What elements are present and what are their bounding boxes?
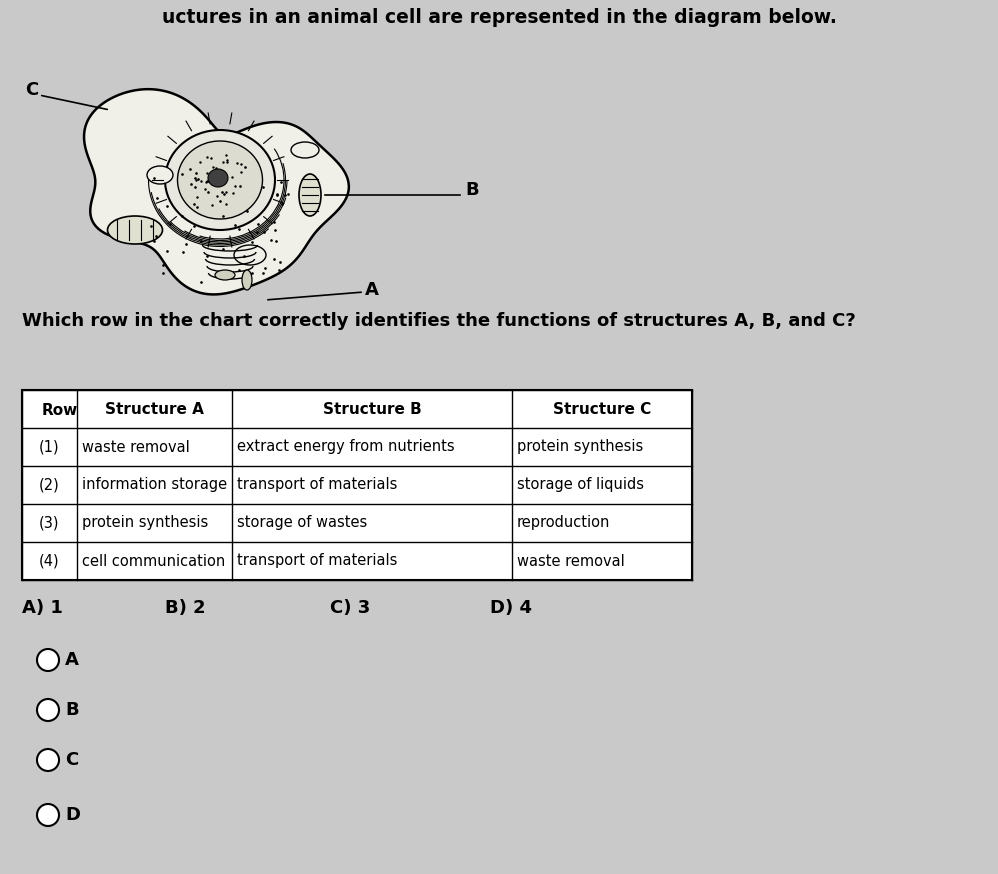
Text: B: B [65,701,79,719]
Ellipse shape [215,270,235,280]
Text: Row: Row [42,404,78,419]
Circle shape [37,749,59,771]
Text: C) 3: C) 3 [330,599,370,617]
Ellipse shape [108,216,163,244]
Bar [22,390,692,580]
Text: A) 1: A) 1 [22,599,63,617]
Text: (1): (1) [39,440,60,454]
Text: information storage: information storage [82,477,228,493]
Text: D: D [65,806,80,824]
Text: C: C [65,751,78,769]
Text: C: C [25,81,38,99]
Ellipse shape [147,166,173,184]
Text: Which row in the chart correctly identifies the functions of structures A, B, an: Which row in the chart correctly identif… [22,312,855,330]
Text: extract energy from nutrients: extract energy from nutrients [237,440,455,454]
Text: (4): (4) [39,553,60,568]
Text: storage of wastes: storage of wastes [237,516,367,531]
Text: A: A [365,281,379,299]
Circle shape [37,804,59,826]
Text: protein synthesis: protein synthesis [517,440,644,454]
Text: B: B [465,181,479,199]
Text: protein synthesis: protein synthesis [82,516,209,531]
Text: D) 4: D) 4 [490,599,532,617]
Ellipse shape [178,141,262,219]
Text: B) 2: B) 2 [165,599,206,617]
Text: Structure A: Structure A [105,401,204,417]
Text: waste removal: waste removal [82,440,190,454]
Ellipse shape [165,130,275,230]
Text: transport of materials: transport of materials [237,553,397,568]
Ellipse shape [208,169,228,187]
Text: storage of liquids: storage of liquids [517,477,644,493]
Ellipse shape [291,142,319,158]
Text: Structure C: Structure C [553,401,651,417]
Ellipse shape [234,245,266,265]
Ellipse shape [242,270,252,290]
Text: (3): (3) [39,516,60,531]
Text: waste removal: waste removal [517,553,625,568]
Ellipse shape [299,174,321,216]
Text: uctures in an animal cell are represented in the diagram below.: uctures in an animal cell are represente… [162,8,836,27]
Text: transport of materials: transport of materials [237,477,397,493]
Text: reproduction: reproduction [517,516,611,531]
Circle shape [37,699,59,721]
Text: cell communication: cell communication [82,553,226,568]
Text: A: A [65,651,79,669]
Text: Structure B: Structure B [322,401,421,417]
Text: (2): (2) [39,477,60,493]
PathPatch shape [84,89,349,295]
Circle shape [37,649,59,671]
